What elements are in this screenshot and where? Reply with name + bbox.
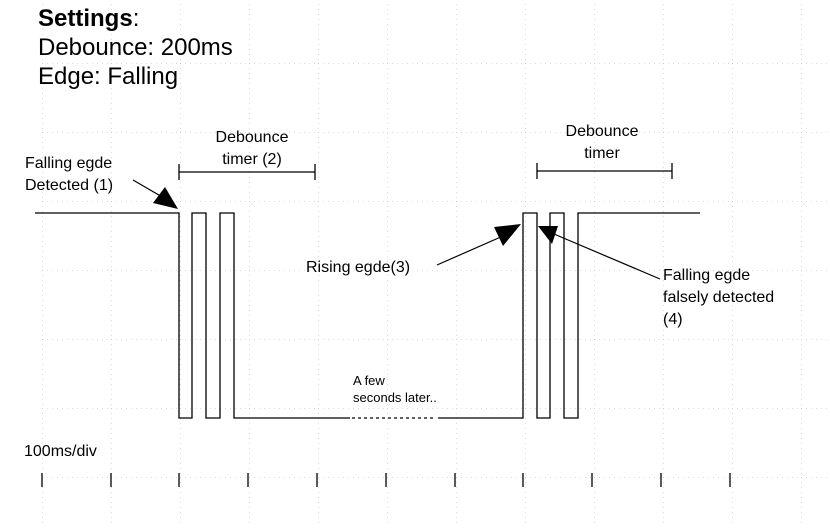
- dotted-grid: [42, 0, 830, 523]
- arrow-falling-edge-1: [132, 179, 178, 209]
- arrow-falling-edge-4: [538, 226, 661, 280]
- label-falling-edge-4: Falling egde falsely detected (4): [663, 265, 774, 331]
- label-falling-edge-4-line2: falsely detected: [663, 289, 775, 306]
- signal-waveform-right: [438, 212, 700, 419]
- label-timescale: 100ms/div: [24, 443, 97, 460]
- settings-debounce: Debounce: 200ms: [38, 34, 233, 61]
- label-debounce-timer-2-line1: Debounce: [215, 129, 289, 146]
- settings-title: Settings: [38, 5, 133, 32]
- settings-edge: Edge: Falling: [38, 63, 179, 90]
- label-a-few-seconds-later: A few seconds later..: [353, 372, 437, 406]
- label-debounce-timer-line1: Debounce: [565, 123, 639, 140]
- debounce-timer-bracket-1: [178, 164, 316, 180]
- debounce-timer-bracket-2: [536, 163, 673, 179]
- settings-block: Settings: Debounce: 200ms Edge: Falling: [38, 4, 233, 91]
- label-falling-edge-1-line1: Falling egde: [25, 155, 113, 172]
- time-axis-ticks: [41, 473, 731, 487]
- label-falling-edge-4-line3: (4): [663, 311, 683, 328]
- settings-title-line: Settings:: [38, 4, 233, 33]
- label-rising-edge-3: Rising egde(3): [306, 259, 411, 276]
- label-falling-edge-1: Falling egde Detected (1): [25, 153, 113, 197]
- label-debounce-timer-2-line2: timer (2): [222, 151, 282, 168]
- label-a-few-seconds-line2: seconds later..: [353, 390, 437, 405]
- label-a-few-seconds-line1: A few: [353, 373, 385, 388]
- label-debounce-timer: Debounce timer: [546, 121, 658, 165]
- settings-title-colon: :: [132, 5, 140, 32]
- label-falling-edge-4-line1: Falling egde: [663, 267, 751, 284]
- signal-waveform-left: [35, 212, 350, 419]
- label-debounce-timer-2: Debounce timer (2): [196, 127, 308, 171]
- label-falling-edge-1-line2: Detected (1): [25, 177, 114, 194]
- label-debounce-timer-line2: timer: [584, 145, 620, 162]
- arrow-rising-edge-3: [436, 224, 521, 266]
